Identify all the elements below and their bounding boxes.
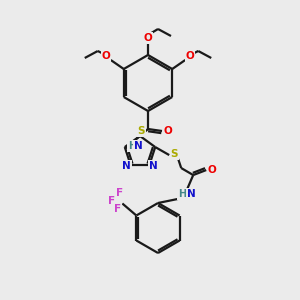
Text: S: S [137, 126, 145, 136]
Text: H: H [178, 189, 186, 199]
Text: F: F [114, 203, 121, 214]
Text: O: O [208, 165, 217, 175]
Text: F: F [116, 188, 123, 199]
Text: S: S [170, 149, 178, 159]
Text: O: O [164, 126, 172, 136]
Text: H: H [128, 141, 136, 151]
Text: O: O [144, 33, 152, 43]
Text: O: O [101, 51, 110, 61]
Text: N: N [122, 161, 131, 171]
Text: O: O [186, 51, 195, 61]
Text: N: N [134, 141, 142, 151]
Text: F: F [108, 196, 115, 206]
Text: N: N [187, 189, 196, 199]
Text: N: N [149, 161, 158, 171]
